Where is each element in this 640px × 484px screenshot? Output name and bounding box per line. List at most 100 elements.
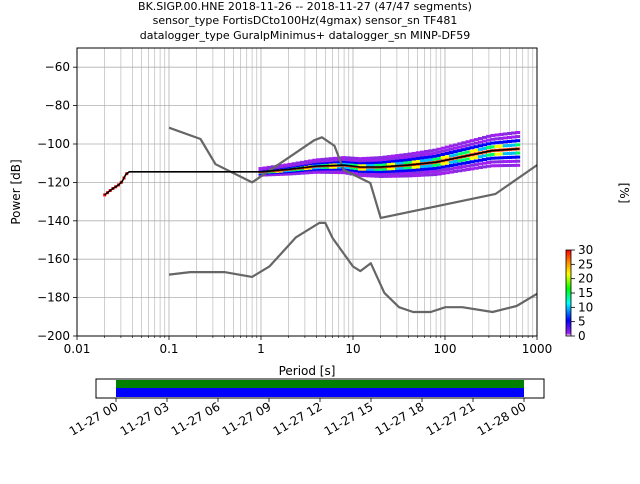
heatmap-cell	[490, 133, 496, 137]
heatmap-cell	[316, 167, 322, 171]
heatmap-cell	[511, 131, 517, 135]
heatmap-cell	[511, 143, 517, 147]
heatmap-cell	[498, 152, 504, 156]
heatmap-cell	[390, 174, 396, 178]
heatmap-cell	[448, 160, 454, 164]
heatmap-cell	[494, 145, 500, 149]
heatmap-cell	[424, 152, 430, 156]
heatmap-cell	[506, 155, 512, 159]
heatmap-cell	[366, 163, 372, 167]
heatmap-cell	[283, 163, 289, 167]
x-axis-ticks: 0.01 0.1 1 10 100 1000	[64, 336, 552, 356]
heatmap-cell	[378, 158, 384, 162]
heatmap-cell	[486, 164, 492, 168]
heatmap-cell	[415, 168, 421, 172]
heatmap-cell	[366, 156, 372, 160]
heatmap-cell	[337, 169, 343, 173]
heatmap-cell	[419, 159, 425, 163]
heatmap-cell	[515, 130, 521, 134]
heatmap-cell	[407, 155, 413, 159]
heatmap-cell	[399, 166, 405, 170]
heatmap-cell	[490, 152, 496, 156]
y-tick-label: −200	[37, 329, 70, 343]
colorbar-tick-label: 25	[578, 257, 593, 271]
heatmap-cell	[349, 162, 355, 166]
y-tick-label: −80	[45, 99, 70, 113]
colorbar-tick-label: 20	[578, 272, 593, 286]
heatmap-cell	[395, 154, 401, 158]
heatmap-cell	[378, 163, 384, 167]
chart-title-line1: BK.SIGP.00.HNE 2018-11-26 -- 2018-11-27 …	[138, 0, 472, 13]
heatmap-cell	[399, 171, 405, 175]
heatmap-cell	[515, 163, 521, 167]
heatmap-cell	[382, 155, 388, 159]
heatmap-cell	[502, 164, 508, 168]
heatmap-cell	[461, 158, 467, 162]
heatmap-cell	[486, 146, 492, 150]
series-line-noise-model-high	[168, 126, 538, 219]
heatmap-cell	[312, 163, 318, 167]
heatmap-cell	[357, 157, 363, 161]
heatmap-cell	[486, 134, 492, 138]
heatmap-cell	[357, 169, 363, 173]
heatmap-cell	[349, 166, 355, 170]
heatmap-cell	[515, 143, 521, 147]
heatmap-cell	[424, 167, 430, 171]
heatmap-cell	[506, 143, 512, 147]
heatmap-cell	[411, 174, 417, 178]
heatmap-cell	[407, 166, 413, 170]
heatmap-cell	[324, 162, 330, 166]
heatmap-cell	[436, 163, 442, 167]
heatmap-cell	[337, 165, 343, 169]
colorbar-gradient	[565, 249, 572, 337]
coverage-bar	[116, 380, 524, 388]
heatmap-cell	[469, 142, 475, 146]
y-axis-ticks: −200 −180 −160 −140 −120 −100 −80 −60	[37, 60, 77, 343]
heatmap-cell	[428, 152, 434, 156]
heatmap-cell	[390, 159, 396, 163]
heatmap-cell	[345, 160, 351, 164]
heatmap-cell	[436, 153, 442, 157]
heatmap-cell	[486, 160, 492, 164]
heatmap-cell	[511, 151, 517, 155]
heatmap-cell	[378, 174, 384, 178]
heatmap-cell	[403, 161, 409, 165]
y-tick-label: −160	[37, 252, 70, 266]
heatmap-cell	[337, 171, 343, 175]
heatmap-cell	[349, 168, 355, 172]
heatmap-cell	[403, 174, 409, 178]
heatmap-cell	[511, 139, 517, 143]
heatmap-cell	[453, 166, 459, 170]
heatmap-cell	[386, 157, 392, 161]
heatmap-cell	[316, 158, 322, 162]
heatmap-cell	[494, 133, 500, 137]
heatmap-cell	[374, 163, 380, 167]
heatmap-cell	[390, 154, 396, 158]
heatmap-cell	[515, 135, 521, 139]
heatmap-cell	[316, 162, 322, 166]
heatmap-cell	[457, 152, 463, 156]
heatmap-cell	[453, 143, 459, 147]
heatmap-cell	[469, 156, 475, 160]
heatmap-cell	[448, 164, 454, 168]
heatmap-cell	[312, 161, 318, 165]
heatmap-cell	[461, 165, 467, 169]
heatmap-cell	[436, 157, 442, 161]
heatmap-cell	[473, 159, 479, 163]
heatmap-cell	[370, 161, 376, 165]
heatmap-cell	[469, 149, 475, 153]
heatmap-cell	[382, 172, 388, 176]
x-tick-label: 0.1	[159, 342, 178, 356]
y-tick-label: −180	[37, 291, 70, 305]
heatmap-cell	[502, 152, 508, 156]
heatmap-cell	[316, 159, 322, 163]
heatmap-cell	[370, 156, 376, 160]
heatmap-cell	[324, 169, 330, 173]
heatmap-cell	[461, 148, 467, 152]
heatmap-cell	[457, 149, 463, 153]
heatmap-cell	[353, 156, 359, 160]
heatmap-cell	[461, 168, 467, 172]
heatmap-cell	[411, 157, 417, 161]
heatmap-cell	[411, 151, 417, 155]
heatmap-cell	[461, 144, 467, 148]
